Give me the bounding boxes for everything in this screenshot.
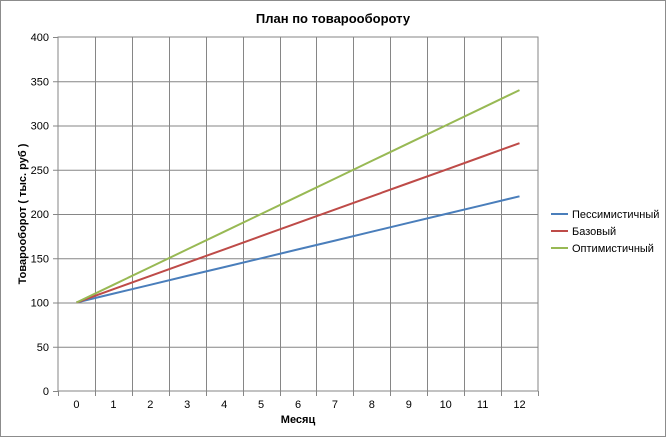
x-tick-label: 8	[369, 399, 375, 411]
y-tick-label: 50	[37, 342, 49, 354]
x-tick-label: 1	[110, 399, 116, 411]
series-lines	[76, 89, 520, 304]
x-tick-label: 10	[440, 399, 452, 411]
y-axis-title: Товарооборот ( тыс. руб )	[17, 143, 29, 284]
y-tick-label: 350	[31, 76, 49, 88]
x-tick-label: 2	[147, 399, 153, 411]
y-tick-label: 400	[31, 32, 49, 44]
x-tick-label: 5	[258, 399, 264, 411]
x-tick-label: 4	[221, 399, 227, 411]
gridlines	[58, 37, 538, 391]
series-line-1	[76, 195, 520, 304]
y-tick-label: 0	[43, 386, 49, 398]
x-tick-label: 3	[184, 399, 190, 411]
legend-label: Пессимистичный	[572, 209, 659, 221]
x-tick-label: 12	[513, 399, 525, 411]
x-tick-label: 9	[406, 399, 412, 411]
axes	[53, 36, 539, 396]
y-tick-label: 300	[31, 121, 49, 133]
legend-label: Базовый	[572, 226, 616, 238]
y-tick-label: 200	[31, 209, 49, 221]
chart-title: План по товарообороту	[256, 11, 411, 26]
x-tick-label: 7	[332, 399, 338, 411]
legend-label: Оптимистичный	[572, 243, 654, 255]
y-tick-label: 250	[31, 165, 49, 177]
series-line-3	[76, 89, 520, 304]
series-line-2	[76, 142, 520, 304]
x-tick-label: 0	[73, 399, 79, 411]
legend: Пессимистичный Базовый Оптимистичный	[551, 209, 659, 255]
x-tick-label: 6	[295, 399, 301, 411]
y-tick-label: 100	[31, 298, 49, 310]
y-tick-label: 150	[31, 253, 49, 265]
x-axis-title: Месяц	[281, 414, 316, 426]
x-tick-label: 11	[477, 399, 488, 411]
